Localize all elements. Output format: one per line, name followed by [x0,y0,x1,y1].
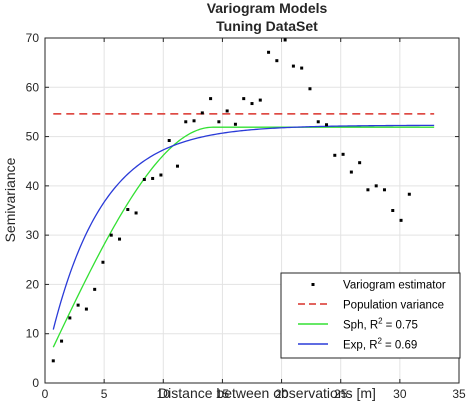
y-tick-label: 30 [26,228,40,242]
legend-label-sph-sup: 2 [378,317,383,326]
variogram-point [242,97,246,101]
chart-subtitle: Tuning DataSet [216,18,318,34]
legend-label-estimator: Variogram estimator [343,280,446,292]
variogram-point [300,66,304,70]
variogram-point [291,64,295,68]
variogram-point [217,120,221,124]
variogram-point [391,209,395,212]
variogram-point [192,119,196,123]
variogram-point [349,170,353,174]
legend-label-population: Population variance [343,300,444,312]
x-tick-label: 35 [452,387,466,401]
variogram-point [325,123,329,127]
variogram-point [126,208,130,212]
plot-area [51,38,435,363]
legend-marker-estimator [311,283,315,286]
variogram-point [142,177,146,181]
variogram-point [407,192,411,196]
variogram-point [60,339,64,343]
variogram-point [84,307,88,311]
axis-ticks: 0 5 10 15 20 25 30 35 0 10 20 30 40 50 60 70 [26,31,466,401]
legend-label-sph: Sph, R2 = 0.75 [343,317,418,332]
y-tick-label: 50 [26,130,40,144]
variogram-point [76,303,80,307]
x-tick-label: 5 [101,387,108,401]
x-tick-label: 30 [393,387,407,401]
legend-label-exp-sup: 2 [378,337,383,346]
legend-label-exp: Exp, R2 = 0.69 [343,337,417,352]
variogram-point [250,102,254,106]
legend-label-exp-text: Exp, R [343,340,378,352]
axes-frame [44,37,460,384]
variogram-point [159,173,163,177]
variogram-point [167,139,171,143]
variogram-point [374,184,378,188]
variogram-point [200,111,204,115]
variogram-point [358,161,362,165]
variogram-point [316,120,320,124]
legend-label-exp-value: = 0.69 [385,340,417,352]
variogram-point [382,188,386,192]
variogram-point [341,152,345,156]
legend-label-sph-text: Sph, R [343,320,378,332]
variogram-point [68,316,72,320]
variogram-point [93,287,97,291]
legend-label-sph-value: = 0.75 [386,320,418,332]
variogram-point [258,98,262,102]
x-tick-label: 15 [216,387,230,401]
variogram-point [51,359,55,363]
chart-title: Variogram Models [207,0,328,16]
variogram-point [109,233,113,237]
variogram-point [275,59,279,63]
variogram-point [333,153,337,157]
variogram-point [283,38,287,42]
y-tick-label: 70 [26,31,40,45]
y-tick-label: 60 [26,80,40,94]
y-tick-label: 20 [26,277,40,291]
exponential-model-line [52,124,435,330]
variogram-point [399,218,403,222]
variogram-point [366,188,370,192]
variogram-point [233,122,237,126]
variogram-point [151,176,155,180]
y-tick-label: 10 [26,327,40,341]
x-axis-label: Distance between observations [m] [158,385,376,401]
y-tick-label: 0 [32,376,39,390]
variogram-point [209,97,213,101]
variogram-point [101,260,105,264]
spherical-model-line [52,126,435,348]
x-tick-label: 20 [275,387,289,401]
y-axis-label: Semivariance [2,157,18,242]
variogram-point [308,87,312,91]
x-tick-label: 25 [334,387,348,401]
x-tick-label: 10 [157,387,171,401]
variogram-point [184,120,188,124]
variogram-point [267,50,271,54]
variogram-point [134,211,138,215]
variogram-point [225,109,229,113]
legend: Variogram estimator Population variance … [280,272,461,359]
x-tick-label: 0 [42,387,49,401]
variogram-point [118,237,122,241]
variogram-point [175,164,179,168]
y-tick-label: 40 [26,179,40,193]
